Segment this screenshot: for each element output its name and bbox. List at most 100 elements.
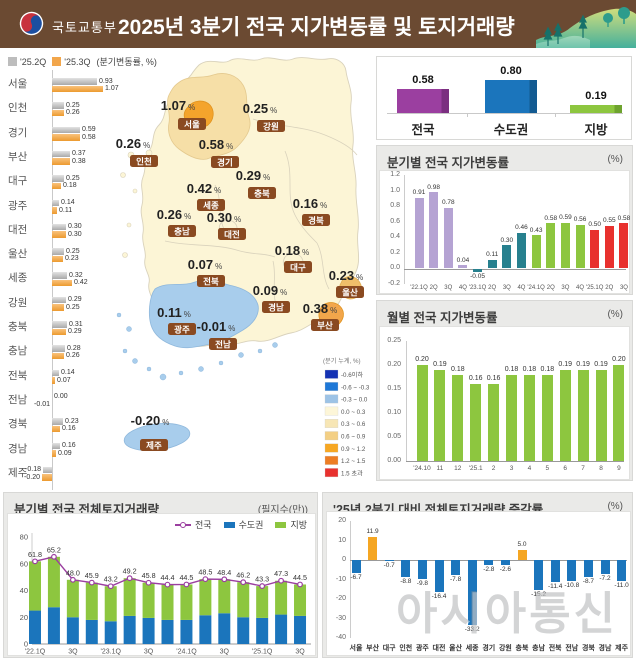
region-bar <box>52 158 70 165</box>
bar-value: 0.58 <box>544 214 558 222</box>
bar-value: 0.19 <box>433 360 447 368</box>
region-value: 0.38 <box>72 157 86 165</box>
y-axis <box>350 521 351 638</box>
bar-value: 0.30 <box>500 236 514 244</box>
bar-value: -8.8 <box>400 578 412 586</box>
x-label: 3Q <box>619 285 628 291</box>
line-value: 48.0 <box>66 568 80 577</box>
line-marker <box>32 558 38 565</box>
bar <box>467 560 477 625</box>
volume-legend-label: 지방 <box>290 520 307 530</box>
map-legend-range: 0.6 ~ 0.9 <box>341 434 366 441</box>
x-label: 2 <box>491 465 496 472</box>
x-label: 4Q <box>517 285 526 291</box>
summary-value: 0.58 <box>412 74 434 86</box>
region-bar <box>52 199 59 206</box>
x-label: 세종 <box>465 645 479 652</box>
x-label: '24.10 <box>413 465 431 472</box>
region-value: 0.58 <box>82 133 96 141</box>
bar <box>546 223 556 269</box>
region-chart-unit: (분기변동률, %) <box>96 57 157 67</box>
region-value: 0.25 <box>66 174 80 182</box>
hill-front <box>536 35 590 48</box>
bar-capital <box>142 617 155 644</box>
bar-swatch <box>223 521 235 528</box>
map-chip <box>262 301 290 313</box>
region-bar <box>52 78 97 85</box>
bar-capital <box>47 607 60 644</box>
hills-illustration <box>536 7 636 48</box>
y-tick: 20 <box>338 517 346 524</box>
map-chip <box>311 319 339 331</box>
map-chip <box>211 156 239 168</box>
bar-capital <box>85 619 98 644</box>
bar-capital <box>237 617 250 644</box>
y-tick: 0 <box>342 556 346 563</box>
region-bar <box>52 248 64 255</box>
bar-swatch <box>275 521 287 528</box>
x-label: 경기 <box>482 645 496 652</box>
line-value: 48.5 <box>198 568 212 577</box>
x-label: '23.1Q <box>468 285 487 291</box>
bar <box>550 560 560 583</box>
y-tick: 0.8 <box>390 202 400 210</box>
bar <box>502 245 512 269</box>
map-legend-range: 0.0 ~ 0.3 <box>341 409 366 416</box>
map-chip-label: 경기 <box>217 158 233 168</box>
map-legend-range: 0.3 ~ 0.6 <box>341 421 366 428</box>
x-label: 강원 <box>498 645 512 652</box>
map-chip-label: 대구 <box>290 263 306 273</box>
bar-local <box>161 584 174 620</box>
x-label: 대구 <box>382 645 396 652</box>
bar <box>506 374 517 461</box>
region-value: 0.42 <box>74 279 88 287</box>
y-tick: -0.2 <box>387 280 400 288</box>
bar-value: 0.59 <box>559 214 572 222</box>
volume-legend: 전국 수도권 지방 <box>175 518 307 531</box>
axis-tick <box>555 113 556 117</box>
map-chip-label: 인천 <box>136 157 152 167</box>
region-label: 강원 <box>8 296 28 309</box>
region-value: 0.59 <box>82 126 96 134</box>
small-islands <box>116 312 278 381</box>
region-label: 대전 <box>8 223 28 236</box>
region-value: 0.16 <box>62 425 76 433</box>
y-axis <box>406 341 407 461</box>
line-value: 61.8 <box>28 550 42 559</box>
legend-swatch-q2 <box>8 56 17 66</box>
line-marker <box>259 583 266 589</box>
region-label: 경북 <box>8 418 28 431</box>
x-label: 7 <box>581 465 585 472</box>
x-label: 3Q <box>220 649 230 656</box>
summary-value: 0.19 <box>585 90 607 102</box>
x-label: 충북 <box>515 645 529 652</box>
y-tick: 0.0 <box>390 264 400 272</box>
region-bar <box>43 466 52 474</box>
y-tick: -20 <box>335 595 346 602</box>
region-bar <box>52 369 59 377</box>
y-tick: 0.10 <box>387 409 401 416</box>
region-bar <box>52 377 55 384</box>
quarterly-title: 분기별 전국 지가변동률 <box>387 156 509 170</box>
map-chip-label: 전남 <box>215 340 231 350</box>
map-chip <box>284 261 312 273</box>
region-value: 0.00 <box>54 393 68 401</box>
monthly-title: 월별 전국 지가변동률 <box>387 311 498 325</box>
x-label: '22.1Q <box>410 285 428 291</box>
bar <box>351 560 361 574</box>
summary-value: 0.80 <box>500 65 522 77</box>
bar-capital <box>218 613 231 644</box>
x-label: 2Q <box>546 285 555 291</box>
region-bar <box>52 279 72 287</box>
region-value: 0.28 <box>67 344 81 352</box>
volume-chart: 전국 수도권 지방 80 60 40 20 0'22.1Q 3Q '23.1Q 3Q '24.1Q 3… <box>7 513 316 656</box>
region-value: 0.11 <box>59 206 73 214</box>
line-value: 49.2 <box>123 567 137 576</box>
region-bar <box>52 296 66 304</box>
bar-value: 5.0 <box>517 541 527 549</box>
region-value: 0.23 <box>65 255 79 263</box>
bar <box>575 224 585 269</box>
map-chip-label: 충남 <box>174 227 190 237</box>
bar <box>500 560 510 566</box>
region-value: 0.37 <box>72 150 86 158</box>
